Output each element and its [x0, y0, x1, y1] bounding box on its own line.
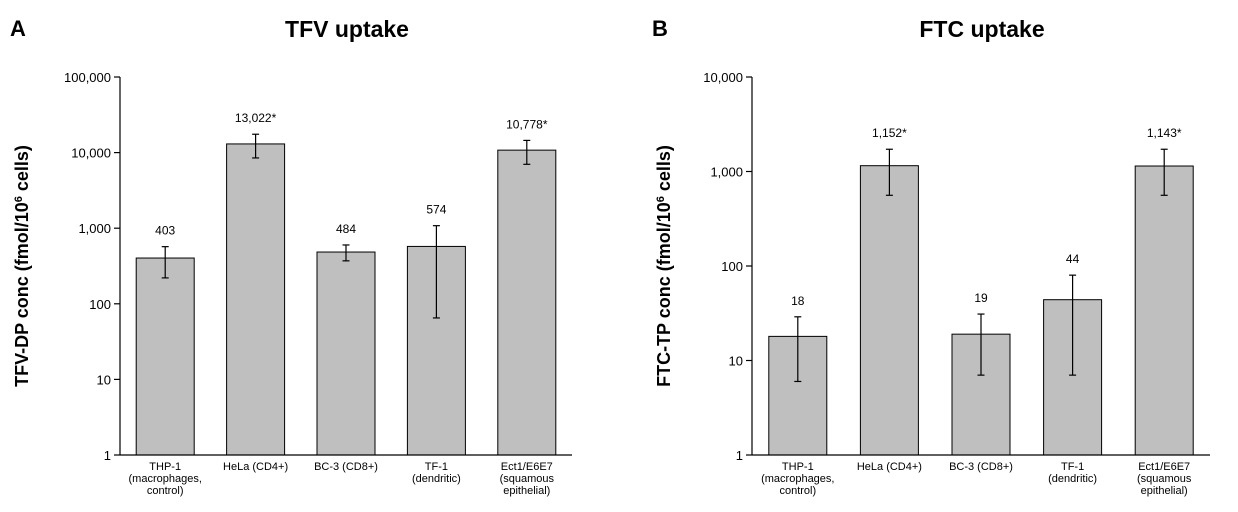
chart-title: FTC uptake — [919, 16, 1044, 42]
y-axis-label-superscript: 6 — [655, 196, 667, 202]
x-tick-label: HeLa (CD4+) — [857, 461, 922, 473]
x-tick-label: control) — [147, 485, 184, 497]
x-tick-label: epithelial) — [1141, 485, 1188, 497]
chart-panel-b: B FTC uptake FTC-TP conc (fmol/106 cells) 1… — [652, 16, 1210, 497]
y-axis-label-main: TFV-DP conc (fmol/10 — [12, 202, 32, 387]
bar — [1134, 165, 1194, 456]
data-label: 13,022* — [235, 111, 277, 125]
x-tick-label: Ect1/E6E7 — [1138, 461, 1190, 473]
data-label: 1,152* — [872, 126, 907, 140]
chart-title: TFV uptake — [285, 16, 409, 42]
bar — [135, 257, 195, 456]
bar — [859, 165, 919, 456]
y-tick-label: 100 — [89, 297, 111, 312]
data-label: 1,143* — [1147, 126, 1182, 140]
bar — [226, 143, 286, 456]
x-tick-label: control) — [779, 485, 816, 497]
data-label: 10,778* — [506, 117, 548, 131]
y-tick-label: 1 — [104, 448, 111, 463]
y-axis-label-superscript: 6 — [13, 196, 25, 202]
data-label: 44 — [1066, 252, 1080, 266]
y-tick-label: 10,000 — [703, 70, 743, 85]
x-tick-label: (macrophages, — [129, 473, 202, 485]
y-tick-label: 10 — [729, 354, 743, 369]
panel-letter: B — [652, 16, 668, 41]
bar — [316, 251, 376, 456]
y-tick-label: 10,000 — [71, 146, 111, 161]
data-label: 18 — [791, 294, 805, 308]
x-tick-label: (squamous — [500, 473, 555, 485]
y-axis-label-end: cells) — [654, 145, 674, 196]
x-tick-label: THP-1 — [149, 461, 181, 473]
x-tick-label: BC-3 (CD8+) — [949, 461, 1013, 473]
x-tick-label: epithelial) — [503, 485, 550, 497]
x-tick-label: TF-1 — [1061, 461, 1084, 473]
y-tick-label: 100 — [721, 259, 743, 274]
y-tick-label: 10 — [97, 372, 111, 387]
y-axis-label: TFV-DP conc (fmol/106 cells) — [12, 145, 32, 387]
x-tick-label: HeLa (CD4+) — [223, 461, 288, 473]
y-tick-label: 1,000 — [78, 221, 111, 236]
y-axis-label-main: FTC-TP conc (fmol/10 — [654, 202, 674, 387]
x-tick-label: (macrophages, — [761, 473, 834, 485]
x-tick-label: (dendritic) — [1048, 473, 1097, 485]
y-axis-label-end: cells) — [12, 145, 32, 196]
panel-letter: A — [10, 16, 26, 41]
y-tick-label: 1,000 — [710, 165, 743, 180]
bar — [497, 149, 557, 456]
x-tick-label: THP-1 — [782, 461, 814, 473]
data-label: 484 — [336, 222, 356, 236]
y-tick-label: 1 — [736, 448, 743, 463]
data-label: 403 — [155, 224, 175, 238]
x-tick-label: (dendritic) — [412, 473, 461, 485]
data-label: 574 — [426, 203, 446, 217]
x-tick-label: (squamous — [1137, 473, 1192, 485]
x-tick-label: Ect1/E6E7 — [501, 461, 553, 473]
y-tick-label: 100,000 — [64, 70, 111, 85]
y-axis-label: FTC-TP conc (fmol/106 cells) — [654, 145, 674, 387]
chart-panel-a: A TFV uptake TFV-DP conc (fmol/106 cells) 4… — [10, 16, 572, 497]
x-tick-label: TF-1 — [425, 461, 448, 473]
data-label: 19 — [974, 291, 988, 305]
x-tick-label: BC-3 (CD8+) — [314, 461, 378, 473]
